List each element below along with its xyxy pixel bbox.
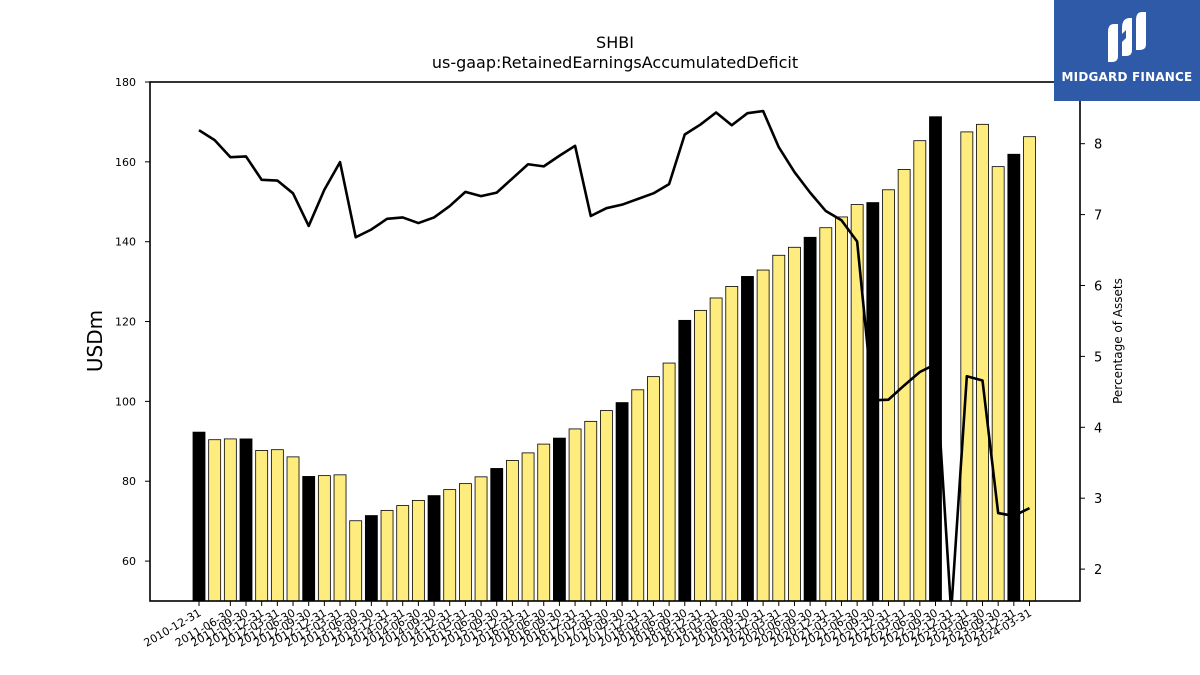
bar <box>1007 153 1021 602</box>
bar <box>803 236 817 602</box>
bar <box>208 439 222 602</box>
y2-tick-label: 8 <box>1094 138 1102 153</box>
y-axis-label: USDm <box>83 310 107 372</box>
bar <box>553 437 566 602</box>
bar <box>521 452 535 602</box>
bar <box>976 123 989 602</box>
y2-tick-label: 7 <box>1094 209 1102 224</box>
bar-series <box>192 116 1036 602</box>
bar <box>631 389 645 602</box>
y-tick-label: 100 <box>115 395 136 408</box>
bar <box>458 483 472 602</box>
y-axis: 60 80 100 120 140 160 180 <box>115 76 150 568</box>
y2-axis: 2 3 4 5 6 7 8 <box>1080 138 1102 578</box>
midgard-finance-logo: MIDGARD FINANCE <box>1054 0 1200 101</box>
y2-tick-label: 4 <box>1094 421 1102 436</box>
bar <box>443 489 457 602</box>
bar <box>537 443 551 602</box>
y-tick-label: 160 <box>115 156 136 169</box>
chart-subtitle: us-gaap:RetainedEarningsAccumulatedDefic… <box>432 53 798 72</box>
y-tick-label: 140 <box>115 236 136 249</box>
y-tick-label: 80 <box>122 475 136 488</box>
plot-frame <box>149 81 1081 602</box>
y-tick-label: 60 <box>122 555 136 568</box>
y2-tick-label: 3 <box>1094 492 1102 507</box>
bar <box>505 460 519 602</box>
bar <box>255 450 269 602</box>
bar <box>741 276 754 602</box>
bar <box>286 456 300 602</box>
bar <box>568 428 582 602</box>
chart-title: SHBI <box>596 33 634 52</box>
bar <box>333 474 347 602</box>
bar <box>662 362 676 602</box>
midgard-logo-icon <box>1108 12 1146 62</box>
bar <box>929 116 942 602</box>
bar <box>866 202 880 602</box>
percentage-line <box>198 109 1031 601</box>
bar <box>474 476 488 602</box>
bar <box>364 515 378 602</box>
line-series <box>198 109 1031 601</box>
x-axis: 2010-12-312011-06-302011-09-302011-12-31… <box>142 601 1034 650</box>
bar <box>960 131 974 602</box>
bar <box>584 420 598 602</box>
y2-tick-label: 6 <box>1094 279 1102 294</box>
bar <box>772 254 786 602</box>
bar <box>678 319 692 602</box>
bar <box>349 520 363 602</box>
bar <box>192 431 206 602</box>
bar <box>239 438 253 602</box>
y2-axis-label: Percentage of Assets <box>1111 278 1125 404</box>
bar <box>835 216 848 602</box>
bar <box>850 204 864 602</box>
bar <box>600 410 613 602</box>
bar <box>427 495 441 602</box>
y-tick-label: 120 <box>115 316 136 329</box>
bar <box>709 297 723 602</box>
bar <box>615 402 629 602</box>
bar <box>1023 136 1036 602</box>
bar <box>991 166 1005 602</box>
y2-tick-label: 5 <box>1094 350 1102 365</box>
bar <box>756 269 770 602</box>
bar <box>223 438 237 602</box>
bar <box>647 376 660 602</box>
bar <box>694 309 707 602</box>
bar <box>819 227 833 602</box>
bar <box>725 286 739 602</box>
logo-text: MIDGARD FINANCE <box>1061 70 1193 84</box>
bar <box>396 505 410 602</box>
bar <box>270 449 284 602</box>
bar <box>317 475 331 602</box>
bar <box>411 499 425 602</box>
y-tick-label: 180 <box>115 76 136 89</box>
bar <box>380 509 394 602</box>
bar <box>788 246 801 602</box>
y2-tick-label: 2 <box>1094 563 1102 578</box>
bar <box>302 476 316 602</box>
bar <box>490 468 504 602</box>
